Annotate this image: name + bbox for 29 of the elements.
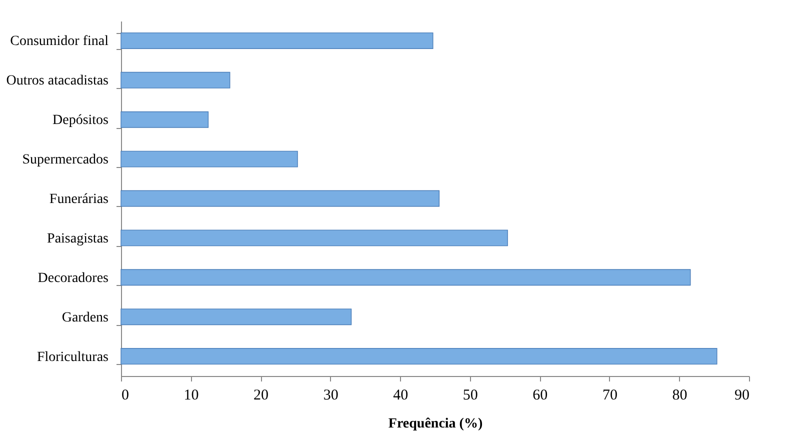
bar <box>120 190 440 207</box>
x-tick-label: 10 <box>184 388 199 404</box>
y-tick-label: Decoradores <box>38 270 108 286</box>
bar <box>120 111 209 128</box>
y-tick-label: Depósitos <box>52 113 108 128</box>
x-tick-label: 90 <box>734 388 750 404</box>
x-axis-title: Frequência (%) <box>388 416 483 432</box>
y-tick-label: Paisagistas <box>47 231 108 246</box>
y-tick-label: Outros atacadistas <box>6 74 108 89</box>
bar <box>120 32 434 49</box>
x-tick-label: 50 <box>462 388 478 404</box>
x-tick-label: 60 <box>532 388 548 404</box>
y-tick-label: Funerárias <box>49 192 108 207</box>
x-tick-label: 20 <box>254 388 269 404</box>
bar <box>120 348 718 365</box>
x-tick-label: 80 <box>672 388 688 404</box>
x-tick-label: 30 <box>323 388 338 404</box>
y-tick-label: Gardens <box>62 310 108 326</box>
y-tick-label: Supermercados <box>22 152 108 168</box>
bar <box>120 308 352 326</box>
bar <box>120 269 691 286</box>
x-tick-label: 0 <box>122 388 129 404</box>
bar <box>120 150 298 168</box>
x-tick-label: 40 <box>393 388 408 404</box>
bar <box>120 230 508 246</box>
x-tick-label: 70 <box>602 388 618 404</box>
y-tick-label: Consumidor final <box>10 34 109 50</box>
bar <box>120 72 230 88</box>
y-tick-label: Floriculturas <box>36 350 108 365</box>
